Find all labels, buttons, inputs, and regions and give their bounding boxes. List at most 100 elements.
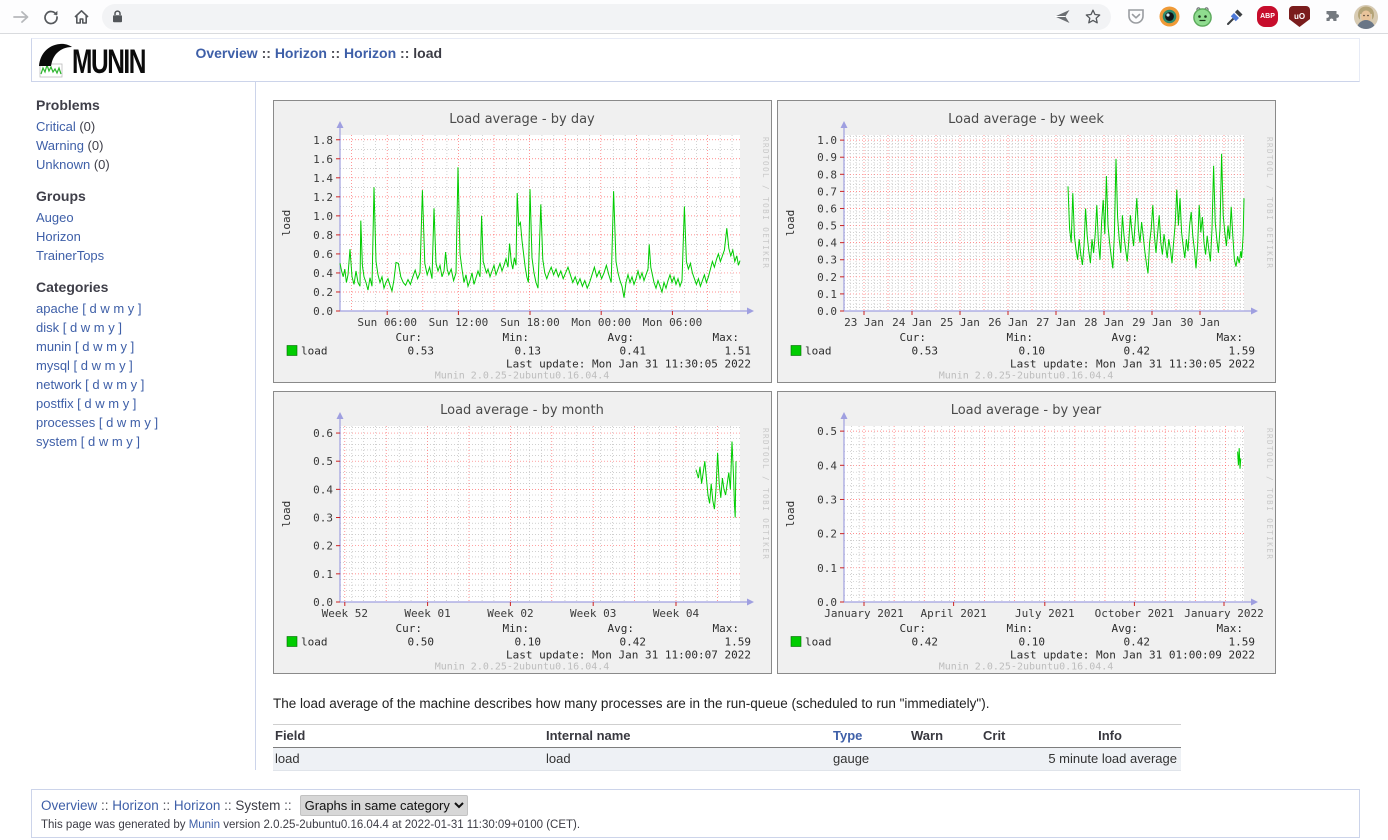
breadcrumb-link-horizon[interactable]: Horizon — [344, 45, 397, 61]
sidebar-link[interactable]: network [ d w m y ] — [36, 377, 145, 392]
graph-ylabel: load — [280, 501, 293, 528]
sidebar-link[interactable]: munin [ d w m y ] — [36, 339, 135, 354]
legend-swatch — [790, 345, 802, 356]
sidebar-link[interactable]: postfix [ d w m y ] — [36, 396, 137, 411]
breadcrumb-link-horizon[interactable]: Horizon — [274, 45, 327, 61]
table-cell — [981, 747, 1041, 771]
sidebar-link[interactable]: TrainerTops — [36, 248, 105, 263]
sidebar-item-disk: disk [ d w m y ] — [36, 318, 255, 337]
sidebar-item-mysql: mysql [ d w m y ] — [36, 356, 255, 375]
breadcrumb-link-horizon[interactable]: Horizon — [173, 798, 221, 813]
sidebar-section-title: Categories — [36, 279, 109, 295]
ublock-origin-icon[interactable]: uO — [1289, 6, 1310, 27]
sidebar-link[interactable]: apache [ d w m y ] — [36, 301, 142, 316]
legend-header: Cur: — [396, 622, 423, 635]
xtick-label: July 2021 — [1015, 607, 1075, 620]
ytick-label: 0.4 — [817, 237, 837, 250]
xtick-label: 23 Jan — [844, 316, 884, 329]
sidebar-item-system: system [ d w m y ] — [36, 432, 255, 451]
reload-button[interactable] — [36, 3, 66, 31]
forward-button[interactable] — [6, 3, 36, 31]
sidebar-item-trainertops: TrainerTops — [36, 246, 255, 265]
sidebar-item-augeo: Augeo — [36, 208, 255, 227]
legend-swatch — [790, 636, 802, 647]
graph-title: Load average - by year — [951, 403, 1102, 418]
breadcrumb-current: System — [235, 798, 281, 813]
breadcrumb-separator: :: — [280, 798, 292, 813]
sidebar-link[interactable]: Unknown — [36, 157, 91, 172]
munin-logo[interactable]: MUNIN — [38, 42, 173, 81]
category-graphs-dropdown[interactable]: Graphs in same category — [299, 795, 468, 816]
eyedropper-icon[interactable] — [1224, 6, 1246, 28]
privacy-eye-extension-icon[interactable] — [1158, 6, 1180, 28]
pocket-icon[interactable] — [1125, 6, 1147, 28]
adblock-plus-icon[interactable]: ABP — [1257, 6, 1278, 27]
munin-header: MUNIN Overview :: Horizon :: Horizon :: … — [31, 38, 1360, 82]
ytick-label: 1.8 — [313, 134, 333, 147]
extensions-row: ABP uO — [1125, 4, 1378, 29]
legend-series-name: load — [301, 345, 328, 358]
column-header-type[interactable]: Type — [831, 724, 909, 748]
ytick-label: 0.0 — [313, 596, 333, 609]
legend-header: Avg: — [608, 622, 635, 635]
ytick-label: 0.1 — [817, 562, 837, 575]
table-cell: 5 minute load average — [1041, 747, 1181, 771]
munin-logo-bird-icon — [38, 42, 72, 78]
forward-icon — [12, 10, 28, 23]
sidebar-link[interactable]: processes [ d w m y ] — [36, 415, 159, 430]
legend-header: Max: — [713, 622, 740, 635]
sidebar-section-title: Groups — [36, 188, 86, 204]
table-cell: load — [544, 747, 831, 771]
column-header-link[interactable]: Type — [833, 728, 863, 743]
legend-value: 0.42 — [1124, 345, 1151, 358]
graph-link-by-month[interactable]: 0.0 0.1 0.2 0.3 0.4 0.5 0.6 Week 52 Week 01 Week … — [273, 391, 772, 674]
green-robot-extension-icon[interactable] — [1191, 6, 1213, 28]
sidebar-link[interactable]: Augeo — [36, 210, 74, 225]
munin-link[interactable]: Munin — [188, 819, 221, 831]
breadcrumb-link-overview[interactable]: Overview — [41, 798, 98, 813]
breadcrumb-link-horizon[interactable]: Horizon — [112, 798, 159, 813]
lock-icon — [113, 10, 122, 23]
send-icon[interactable] — [1054, 9, 1071, 24]
graph-link-by-day[interactable]: 0.0 0.2 0.4 0.6 0.8 1.0 1.2 1.4 1.6 1.8 Sun 06:00 S… — [273, 100, 772, 383]
xtick-label: 28 Jan — [1084, 316, 1124, 329]
xtick-label: Sun 18:00 — [500, 316, 560, 329]
table-cell: gauge — [831, 747, 909, 771]
sidebar-item-network: network [ d w m y ] — [36, 375, 255, 394]
sidebar: Problems Critical (0) Warning (0) Unknown (… — [0, 82, 256, 770]
address-bar[interactable] — [102, 3, 1111, 30]
legend-value: 1.59 — [1229, 345, 1256, 358]
abp-label: ABP — [1260, 13, 1275, 20]
breadcrumb-link-overview[interactable]: Overview — [195, 45, 258, 61]
xtick-label: Sun 12:00 — [429, 316, 489, 329]
ytick-label: 0.8 — [313, 229, 333, 242]
xtick-label: October 2021 — [1095, 607, 1174, 620]
xtick-label: Week 04 — [653, 607, 700, 620]
ytick-label: 0.4 — [313, 483, 333, 496]
legend-series-name: load — [805, 345, 832, 358]
sidebar-link[interactable]: Warning — [36, 138, 84, 153]
sidebar-link[interactable]: disk [ d w m y ] — [36, 320, 122, 335]
main-panel: 0.0 0.2 0.4 0.6 0.8 1.0 1.2 1.4 1.6 1.8 Sun 06:00 S… — [256, 82, 1388, 771]
graph-link-by-year[interactable]: 0.0 0.1 0.2 0.3 0.4 0.5 January 2021 April 2021… — [777, 391, 1276, 674]
xtick-label: January 2022 — [1184, 607, 1263, 620]
munin-version-watermark: Munin 2.0.25-2ubuntu0.16.04.4 — [435, 371, 610, 382]
sidebar-link[interactable]: system [ d w m y ] — [36, 434, 141, 449]
ytick-label: 1.6 — [313, 153, 333, 166]
sidebar-link[interactable]: Horizon — [36, 229, 81, 244]
legend-header: Max: — [713, 331, 740, 344]
xtick-label: 24 Jan — [892, 316, 932, 329]
profile-avatar[interactable] — [1354, 4, 1378, 29]
graph-by-month: 0.0 0.1 0.2 0.3 0.4 0.5 0.6 Week 52 Week 01 Week … — [274, 392, 771, 673]
ytick-label: 1.0 — [817, 134, 837, 147]
reload-icon — [44, 10, 58, 24]
sidebar-link[interactable]: mysql [ d w m y ] — [36, 358, 133, 373]
home-button[interactable] — [66, 3, 96, 31]
legend-value: 1.59 — [725, 636, 752, 649]
puzzle-extensions-icon[interactable] — [1321, 6, 1343, 28]
sidebar-link[interactable]: Critical — [36, 119, 76, 134]
bookmark-star-icon[interactable] — [1085, 9, 1101, 24]
munin-logo-text: MUNIN — [72, 42, 146, 81]
graph-link-by-week[interactable]: 0.0 0.1 0.2 0.3 0.4 0.5 0.6 0.7 0.8 0.9 1.0 23 Jan 2… — [777, 100, 1276, 383]
xtick-label: 27 Jan — [1036, 316, 1076, 329]
